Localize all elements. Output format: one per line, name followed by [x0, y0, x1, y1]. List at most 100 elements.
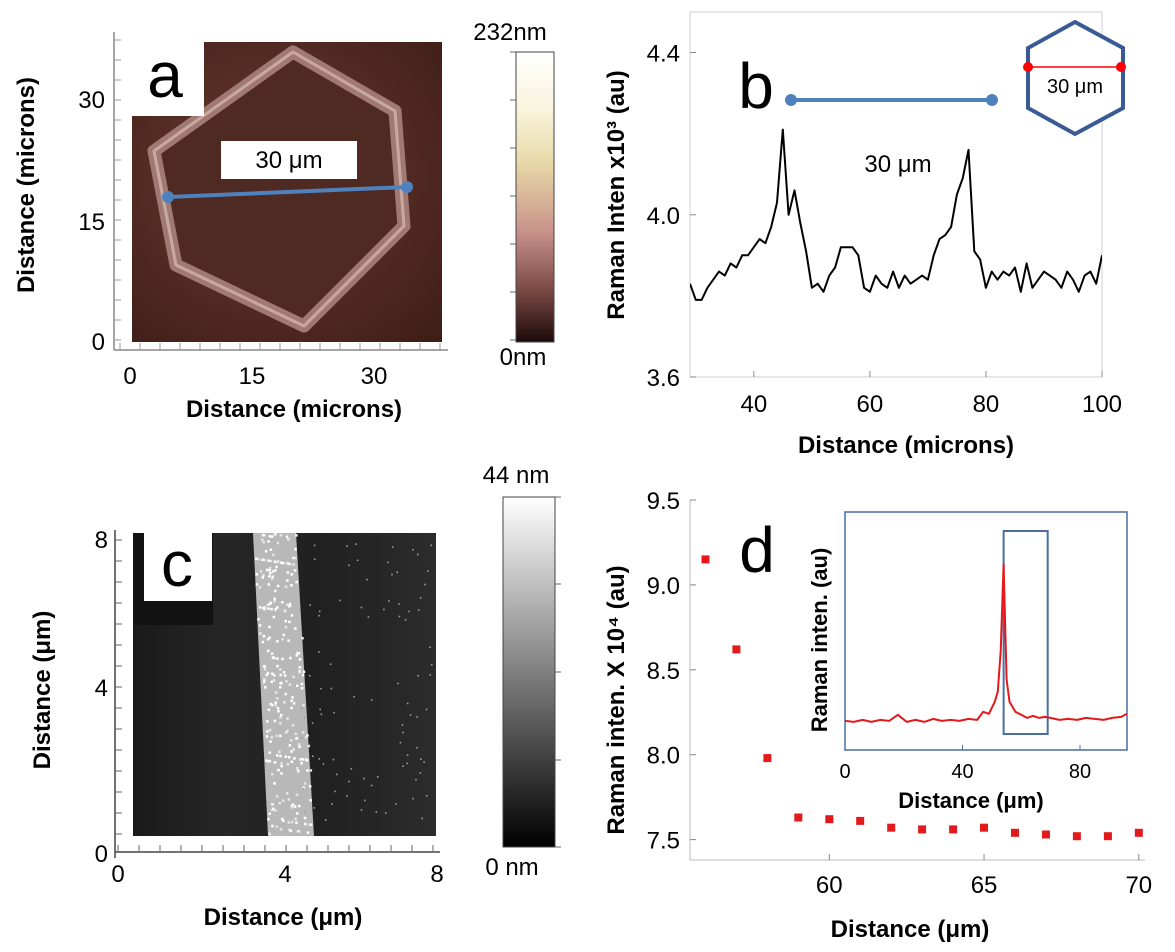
- afm-c-speckle: [271, 535, 274, 538]
- colorbar-c-min-label: 0 nm: [485, 854, 538, 881]
- panel-label-c: c: [161, 528, 193, 600]
- afm-c-speckle: [348, 564, 350, 567]
- x-minor-ticks-a: [119, 343, 441, 350]
- afm-c-speckle: [263, 605, 267, 609]
- afm-c-speckle: [268, 636, 271, 639]
- afm-c-speckle: [284, 692, 287, 696]
- afm-c-speckle: [273, 761, 277, 764]
- y-tick-label-c-4: 4: [95, 675, 108, 702]
- inset-x-tick-label: 80: [1069, 761, 1091, 783]
- scatter-point-d: [1072, 832, 1081, 841]
- afm-c-speckle: [304, 822, 307, 826]
- afm-c-speckle: [275, 560, 279, 564]
- y-axis-title-b: Raman Inten x10³ (au): [603, 70, 630, 319]
- afm-c-speckle: [298, 745, 301, 749]
- afm-c-speckle: [274, 569, 277, 572]
- afm-c-speckle: [270, 607, 273, 611]
- afm-c-speckle: [313, 807, 316, 809]
- afm-c-speckle: [396, 571, 398, 574]
- afm-c-speckle: [271, 773, 274, 776]
- afm-c-speckle: [300, 736, 303, 739]
- colorbar-a-min-label: 0nm: [500, 344, 547, 371]
- afm-c-speckles: [255, 533, 433, 836]
- afm-c-speckle: [346, 795, 348, 797]
- afm-c-speckle: [265, 568, 269, 572]
- afm-c-speckle: [309, 675, 311, 677]
- afm-c-speckle: [334, 790, 336, 793]
- afm-c-speckle: [257, 618, 260, 621]
- afm-c-speckle: [296, 684, 299, 687]
- afm-c-speckle: [402, 731, 404, 734]
- scatter-point-d: [732, 645, 741, 654]
- afm-c-speckle: [278, 801, 281, 805]
- afm-c-speckle: [336, 773, 338, 776]
- afm-c-speckle: [283, 610, 287, 613]
- afm-c-speckle: [363, 777, 365, 780]
- afm-c-speckle: [282, 633, 285, 637]
- x-tick-label-c-0: 0: [111, 861, 124, 888]
- inset-frame-d: [844, 511, 1128, 751]
- afm-c-speckle: [265, 735, 269, 738]
- afm-c-speckle: [283, 674, 287, 677]
- plot-d: 60 65 70 7.5 8.0 8.5 9.0 9.5 Distance (μm) Raman …: [603, 488, 1152, 943]
- y-minor-ticks-c: [115, 539, 122, 835]
- scatter-point-d: [825, 815, 834, 824]
- scale-bar-label-a: 30 μm: [255, 147, 322, 174]
- afm-c-speckle: [287, 821, 290, 824]
- afm-c-speckle: [255, 573, 258, 576]
- afm-c-speckle: [298, 658, 302, 661]
- afm-c-speckle: [279, 713, 283, 717]
- afm-c-speckle: [273, 719, 277, 723]
- afm-c-speckle: [267, 708, 271, 712]
- inset-label-b: 30 μm: [1047, 76, 1103, 98]
- afm-c-speckle: [295, 534, 298, 537]
- colorbar-c: 44 nm 0 nm: [483, 462, 561, 881]
- x-axis-title-c: Distance (μm): [204, 904, 363, 931]
- scale-bar-end-b-right: [986, 94, 998, 106]
- x-tick-label-c-8: 8: [430, 861, 443, 888]
- afm-c-speckle: [284, 731, 288, 734]
- afm-c-speckle: [259, 632, 262, 635]
- inset-hexagon-b: 30 μm: [1023, 19, 1126, 137]
- afm-c-speckle: [420, 758, 422, 760]
- afm-c-speckle: [280, 682, 283, 685]
- afm-c-speckle: [376, 776, 379, 778]
- x-axis-title-d: Distance (μm): [831, 916, 990, 943]
- series-b-clip: [690, 128, 1102, 301]
- y-axis-c: 0 4 8 Distance (μm): [29, 527, 122, 868]
- afm-c-speckle: [268, 751, 271, 754]
- afm-c-speckle: [275, 565, 278, 569]
- afm-c-speckle: [430, 544, 432, 547]
- afm-c-speckle: [333, 711, 335, 714]
- afm-c-speckle: [286, 562, 289, 565]
- y-tick-label-b: 3.6: [647, 365, 680, 392]
- afm-c-speckle: [311, 722, 314, 724]
- afm-c-speckle: [391, 546, 394, 548]
- afm-c-speckle: [288, 602, 292, 606]
- afm-c-speckle: [286, 763, 290, 766]
- afm-c-speckle: [391, 573, 393, 576]
- afm-c-speckle: [265, 759, 268, 762]
- scatter-point-d: [980, 823, 988, 832]
- afm-c-speckle: [296, 812, 299, 815]
- afm-c-speckle: [291, 696, 294, 699]
- afm-c-speckle: [290, 584, 293, 587]
- afm-c-speckle: [297, 743, 301, 746]
- afm-c-speckle: [279, 722, 282, 725]
- inset-y-axis-title: Raman inten. (au): [807, 548, 832, 733]
- afm-c-speckle: [276, 657, 279, 660]
- afm-c-speckle: [262, 574, 265, 577]
- inset-series-clip: [845, 563, 1127, 723]
- afm-c-speckle: [267, 583, 270, 586]
- afm-c-speckle: [275, 825, 279, 828]
- afm-c-speckle: [303, 716, 306, 719]
- afm-c-speckle: [409, 714, 412, 716]
- y-tick-label-d: 9.0: [647, 573, 680, 600]
- afm-c-speckle: [258, 606, 262, 609]
- afm-c-speckle: [329, 663, 332, 665]
- afm-c-speckle: [285, 680, 288, 683]
- afm-c-speckle: [278, 750, 281, 753]
- afm-c-speckle: [429, 674, 432, 676]
- afm-c-speckle: [283, 701, 286, 704]
- x-tick-label-d: 70: [1125, 872, 1152, 899]
